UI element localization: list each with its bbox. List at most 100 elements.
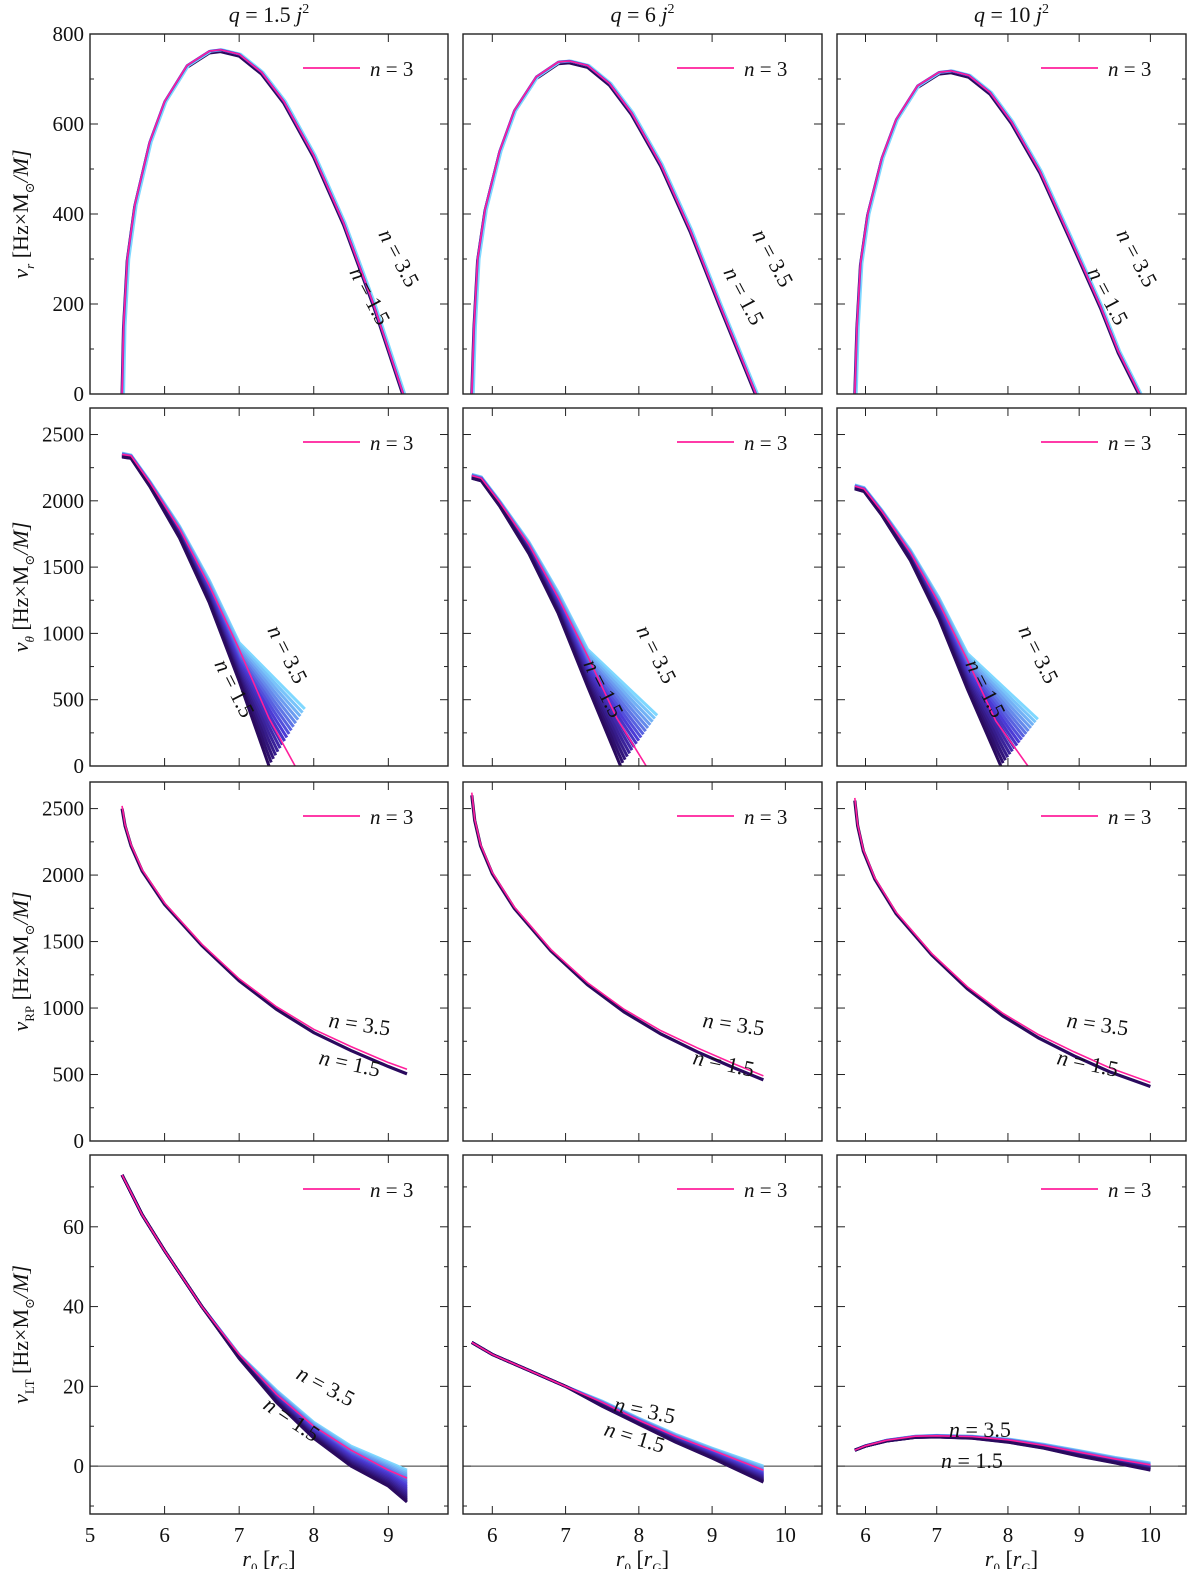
y-tick-label: 400 (53, 202, 85, 226)
y-tick-label: 600 (53, 112, 85, 136)
y-tick-label: 60 (63, 1215, 84, 1239)
curve-label-upper: n = 3.5 (949, 1417, 1011, 1442)
curve-fan (120, 1174, 408, 1474)
column-title-3: q = 10 j2 (974, 2, 1049, 27)
panel-frame (462, 1154, 823, 1515)
curve-label-lower: n = 1.5 (1055, 1044, 1121, 1081)
x-tick-label: 5 (85, 1523, 96, 1547)
curves (120, 1174, 408, 1504)
curves (120, 805, 408, 1076)
y-tick-label: 2000 (42, 489, 84, 513)
curve-fan (471, 472, 659, 717)
curve-n-1-5 (470, 795, 764, 1082)
curves (471, 1341, 765, 1484)
curve-n-3 (121, 1174, 408, 1479)
y-tick-label: 800 (53, 22, 85, 46)
curve-n-3 (121, 48, 405, 394)
panel-frame (89, 407, 449, 767)
x-tick-label: 9 (383, 1523, 394, 1547)
curve-fan (120, 1174, 408, 1496)
legend-label: n = 3 (1108, 1178, 1151, 1202)
y-tick-label: 0 (74, 382, 85, 406)
x-axis-label: r0 [rG] (616, 1546, 669, 1569)
curve-label-lower: n = 1.5 (1083, 263, 1134, 329)
curves (470, 792, 764, 1082)
panel-frame (462, 407, 823, 767)
x-tick-label: 7 (931, 1523, 942, 1547)
curve-fan (120, 1174, 408, 1500)
curve-band (854, 69, 1143, 394)
curve-fan (120, 1174, 408, 1488)
y-tick-label: 200 (53, 292, 85, 316)
panel-frame (836, 407, 1187, 767)
curves (854, 483, 1039, 766)
curve-n-3 (470, 792, 764, 1077)
y-tick-label: 1500 (42, 555, 84, 579)
curve-fan (121, 455, 271, 766)
panel-frame (462, 781, 823, 1142)
panel-r4-c1: 0 20 40 60 n = 3 n = 3.5n = 1.5 5 6 7 8 9 r0 [rG] (63, 1154, 449, 1574)
curve-n-3 (121, 805, 408, 1070)
curve-fan (120, 1174, 408, 1478)
y-tick-label: 0 (74, 1129, 85, 1153)
y-tick-label: 2500 (42, 797, 84, 821)
y-tick-label: 0 (74, 1454, 85, 1478)
curve-n-3 (471, 1341, 764, 1471)
curve-label-upper: n = 3.5 (748, 225, 799, 291)
x-tick-label: 6 (487, 1523, 498, 1547)
panel-r1-c2: n = 3n = 3.5n = 1.5 (462, 33, 823, 395)
curve-label-upper: n = 3.5 (1014, 621, 1064, 688)
panel-frame (462, 33, 823, 395)
y-tick-label: 20 (63, 1374, 84, 1398)
curve-fan (854, 487, 1003, 766)
x-axis-label: r0 [rG] (242, 1546, 295, 1569)
curve-n-3 (854, 1435, 1151, 1466)
legend-label: n = 3 (744, 57, 787, 81)
curve-label-upper: n = 3.5 (632, 621, 682, 688)
curves (471, 472, 659, 766)
panel-frame (836, 1154, 1187, 1515)
panel-r2-c3: n = 3n = 3.5n = 1.5 (836, 407, 1187, 767)
y-tick-label: 40 (63, 1295, 84, 1319)
curve-fan (120, 1174, 408, 1492)
y-axis-label-row-1: νr [Hz×M⊙/M] (8, 149, 37, 278)
panel-frame (89, 33, 449, 395)
curve-fan (120, 1174, 408, 1484)
legend-label: n = 3 (370, 1178, 413, 1202)
curves (853, 69, 1143, 394)
y-tick-label: 0 (74, 754, 85, 778)
y-tick-label: 1500 (42, 930, 84, 954)
curve-band (853, 69, 1141, 394)
curve-fan (471, 473, 656, 720)
curve-label-upper: n = 3.5 (701, 1007, 766, 1040)
x-tick-label: 6 (860, 1523, 871, 1547)
y-axis-label-row-3: νRP [Hz×M⊙/M] (8, 891, 37, 1031)
curve-label-lower: n = 1.5 (691, 1044, 757, 1081)
y-axis-label-row-4: νLT [Hz×M⊙/M] (8, 1265, 37, 1404)
curve-label-lower: n = 1.5 (345, 263, 396, 329)
x-tick-label: 7 (560, 1523, 571, 1547)
x-tick-label: 8 (1003, 1523, 1014, 1547)
curve-n-3 (854, 70, 1141, 394)
y-tick-label: 1000 (42, 621, 84, 645)
panel-r1-c3: n = 3 n = 3.5n = 1.5 (836, 33, 1187, 395)
x-tick-label: 9 (707, 1523, 718, 1547)
curves (470, 59, 759, 394)
panel-r2-c2: n = 3n = 3.5n = 1.5 (462, 407, 823, 767)
curve-fan (121, 455, 273, 763)
curve-label-lower: n = 1.5 (941, 1448, 1003, 1473)
legend-label: n = 3 (1108, 431, 1151, 455)
curve-label-lower: n = 1.5 (259, 1391, 324, 1446)
x-tick-label: 10 (1140, 1523, 1161, 1547)
curve-label-upper: n = 3.5 (327, 1007, 392, 1040)
legend-label: n = 3 (370, 431, 413, 455)
curves (853, 797, 1151, 1088)
curve-fan (120, 1174, 408, 1490)
curve-band (471, 59, 759, 394)
y-tick-label: 500 (53, 688, 85, 712)
curve-n-3 (854, 797, 1151, 1084)
